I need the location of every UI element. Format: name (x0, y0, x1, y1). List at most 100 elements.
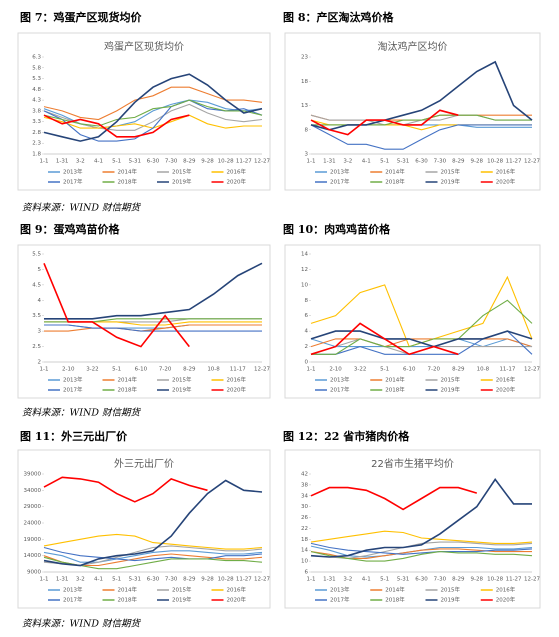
y-tick-label: 4.8 (32, 87, 41, 93)
legend-label: 2013年 (63, 586, 83, 594)
legend-label: 2019年 (441, 386, 461, 394)
figure-caption: 图 11：外三元出厂价 (20, 429, 128, 443)
series-line (43, 262, 190, 348)
y-tick-label: 34 (301, 493, 308, 499)
x-tick-label: 3-2 (76, 159, 85, 165)
series-line (310, 330, 533, 348)
y-tick-label: 14000 (24, 553, 42, 559)
y-tick-label: 29000 (24, 504, 42, 510)
legend-label: 2019年 (441, 596, 461, 604)
x-tick-label: 1-31 (56, 159, 68, 165)
x-tick-label: 11-27 (236, 159, 252, 165)
legend-label: 2020年 (496, 596, 516, 604)
x-tick-label: 5-1 (380, 159, 389, 165)
y-tick-label: 4 (305, 329, 309, 335)
x-tick-label: 10-28 (218, 577, 234, 583)
x-tick-label: 10-28 (487, 159, 503, 165)
y-tick-label: 0 (305, 360, 309, 366)
legend-label: 2013年 (330, 586, 350, 594)
x-tick-label: 6-10 (135, 367, 148, 373)
y-tick-label: 9000 (27, 570, 41, 576)
y-tick-label: 14 (301, 548, 308, 554)
y-tick-label: 30 (301, 504, 308, 510)
legend-label: 2020年 (496, 386, 516, 394)
y-tick-label: 4.3 (32, 98, 41, 104)
x-tick-label: 5-31 (397, 577, 409, 583)
series-line (310, 551, 533, 562)
x-tick-label: 12-27 (254, 367, 270, 373)
x-tick-label: 7-30 (434, 159, 447, 165)
legend-label: 2017年 (63, 178, 83, 186)
x-tick-label: 7-30 (165, 577, 178, 583)
x-tick-label: 12-27 (524, 367, 540, 373)
legend-label: 2016年 (227, 376, 247, 384)
legend-label: 2017年 (63, 596, 83, 604)
y-tick-label: 6 (305, 570, 309, 576)
y-tick-label: 3 (305, 152, 309, 158)
x-tick-label: 8-29 (183, 159, 196, 165)
x-tick-label: 10-28 (487, 577, 503, 583)
figure-caption: 图 12：22 省市猪肉价格 (283, 429, 410, 443)
x-tick-label: 8-29 (183, 577, 196, 583)
chart-frame (17, 449, 271, 609)
series-line (44, 324, 262, 332)
x-tick-label: 6-30 (415, 159, 428, 165)
legend-label: 2014年 (385, 376, 405, 384)
figure-caption: 图 9：蛋鸡鸡苗价格 (20, 222, 120, 236)
legend-label: 2016年 (496, 586, 516, 594)
y-tick-label: 23 (301, 55, 308, 61)
series-line (310, 530, 533, 544)
y-tick-label: 19000 (24, 537, 42, 543)
legend-label: 2014年 (118, 376, 138, 384)
series-line (310, 486, 478, 511)
series-line (43, 114, 190, 138)
y-tick-label: 22 (301, 526, 308, 532)
x-tick-label: 12-27 (254, 159, 270, 165)
legend-label: 2015年 (441, 586, 461, 594)
x-tick-label: 4-1 (94, 159, 103, 165)
legend-label: 2020年 (496, 178, 516, 186)
legend-label: 2017年 (330, 178, 350, 186)
x-tick-label: 4-1 (362, 159, 371, 165)
series-line (310, 109, 459, 136)
legend-label: 2018年 (385, 596, 405, 604)
x-tick-label: 6-10 (403, 367, 416, 373)
legend-label: 2020年 (227, 596, 247, 604)
x-tick-label: 5-31 (129, 577, 141, 583)
x-tick-label: 6-30 (415, 577, 428, 583)
y-tick-label: 5 (38, 267, 42, 273)
legend-label: 2015年 (441, 376, 461, 384)
chart-title: 22省市生猪平均价 (371, 457, 454, 470)
x-tick-label: 6-30 (147, 577, 160, 583)
legend-label: 2016年 (496, 168, 516, 176)
chart-title: 淘汰鸡产区均价 (378, 40, 448, 53)
x-tick-label: 9-28 (471, 577, 484, 583)
y-tick-label: 2.3 (32, 141, 41, 147)
series-line (43, 546, 263, 562)
x-tick-label: 8-29 (452, 577, 465, 583)
legend-label: 2015年 (172, 376, 192, 384)
chart-title: 鸡蛋产区现货均价 (104, 40, 184, 53)
source-note: 资料来源：WIND 财信期货 (22, 618, 141, 630)
legend-label: 2013年 (330, 376, 350, 384)
y-tick-label: 6.3 (32, 55, 41, 61)
series-line (44, 262, 263, 320)
legend-label: 2018年 (385, 178, 405, 186)
series-line (310, 322, 459, 356)
x-tick-label: 12-27 (524, 159, 540, 165)
x-tick-label: 2-10 (329, 367, 342, 373)
y-tick-label: 2.5 (32, 344, 41, 350)
legend-label: 2013年 (63, 376, 83, 384)
y-tick-label: 2 (38, 360, 42, 366)
series-line (310, 60, 533, 131)
y-tick-label: 42 (301, 472, 308, 478)
x-tick-label: 5-1 (380, 577, 389, 583)
figure-caption: 图 7：鸡蛋产区现货均价 (20, 10, 142, 24)
y-tick-label: 4.5 (32, 282, 41, 288)
x-tick-label: 3-2 (343, 577, 352, 583)
legend-label: 2018年 (385, 386, 405, 394)
x-tick-label: 8-29 (452, 159, 465, 165)
legend-label: 2017年 (330, 596, 350, 604)
y-tick-label: 4 (38, 298, 42, 304)
x-tick-label: 5-1 (112, 367, 121, 373)
